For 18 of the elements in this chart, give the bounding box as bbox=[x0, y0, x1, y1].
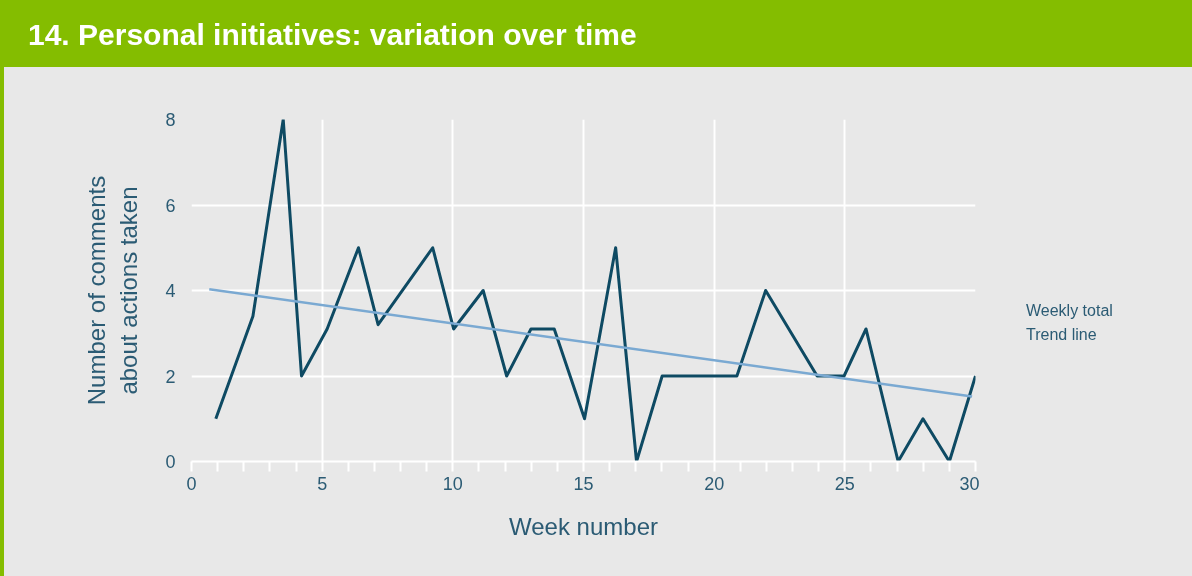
y-tick-label: 4 bbox=[165, 281, 176, 301]
x-tick-label: 25 bbox=[834, 473, 855, 494]
line-series bbox=[214, 119, 976, 462]
x-tick-label: 30 bbox=[959, 473, 980, 494]
y-tick-label: 8 bbox=[165, 110, 176, 130]
text: Trend line bbox=[1026, 326, 1097, 344]
x-tick-label: 15 bbox=[573, 473, 594, 494]
y-axis-title: Number of comments about actions taken bbox=[83, 175, 143, 406]
x-tick-label: 0 bbox=[186, 473, 197, 494]
x-tick-label: 5 bbox=[317, 473, 328, 494]
y-tick-label: 6 bbox=[165, 195, 176, 216]
text: Weekly total bbox=[1026, 302, 1113, 320]
x-tick-label: 20 bbox=[704, 473, 725, 494]
chart-title: 14. Personal initiatives: variation over time bbox=[28, 17, 637, 53]
x-axis-title: Week number bbox=[509, 512, 658, 540]
y-tick-label: 2 bbox=[165, 366, 176, 387]
x-tick-label: 10 bbox=[442, 473, 463, 494]
y-tick-label: 0 bbox=[165, 452, 176, 472]
